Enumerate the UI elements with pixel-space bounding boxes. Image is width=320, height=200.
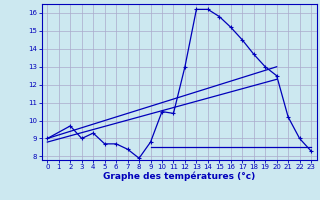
X-axis label: Graphe des températures (°c): Graphe des températures (°c): [103, 172, 255, 181]
